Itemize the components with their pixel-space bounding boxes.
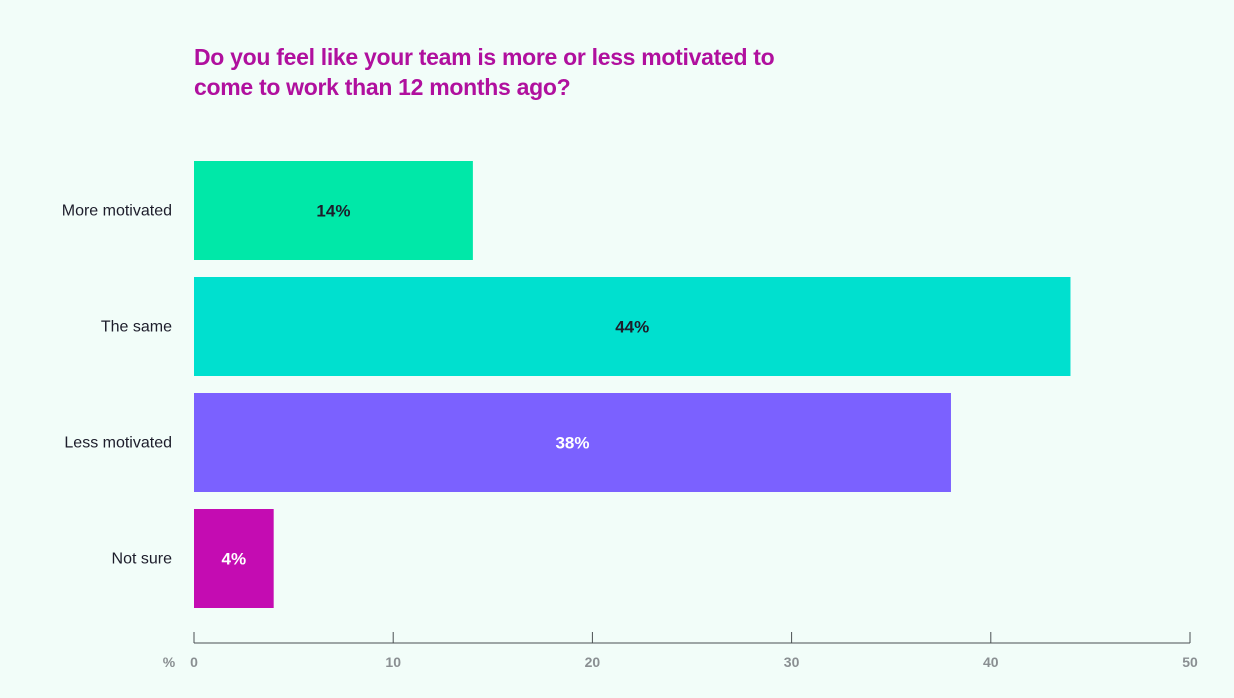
category-label-less-motivated: Less motivated <box>64 435 172 452</box>
category-label-the-same: The same <box>101 319 172 336</box>
x-tick-label-30: 30 <box>784 654 800 670</box>
bar-not-sure <box>194 509 274 608</box>
bars-layer: More motivated 14% The same 44% Less motivat… <box>62 161 1071 608</box>
value-label-the-same: 44% <box>615 318 649 337</box>
x-tick-label-0: 0 <box>190 654 198 670</box>
x-tick-label-20: 20 <box>585 654 601 670</box>
category-label-not-sure: Not sure <box>112 551 173 568</box>
category-label-more-motivated: More motivated <box>62 203 172 220</box>
x-tick-label-10: 10 <box>385 654 401 670</box>
bar-less-motivated <box>194 393 951 492</box>
value-label-not-sure: 4% <box>222 550 247 569</box>
bar-more-motivated <box>194 161 473 260</box>
value-label-more-motivated: 14% <box>316 202 350 221</box>
x-tick-label-50: 50 <box>1182 654 1198 670</box>
value-label-less-motivated: 38% <box>555 434 589 453</box>
x-axis: % 0 10 20 30 40 50 <box>163 632 1198 670</box>
x-tick-label-40: 40 <box>983 654 999 670</box>
chart-title: Do you feel like your team is more or le… <box>194 44 775 100</box>
x-axis-unit-label: % <box>163 654 176 670</box>
bar-the-same <box>194 277 1071 376</box>
